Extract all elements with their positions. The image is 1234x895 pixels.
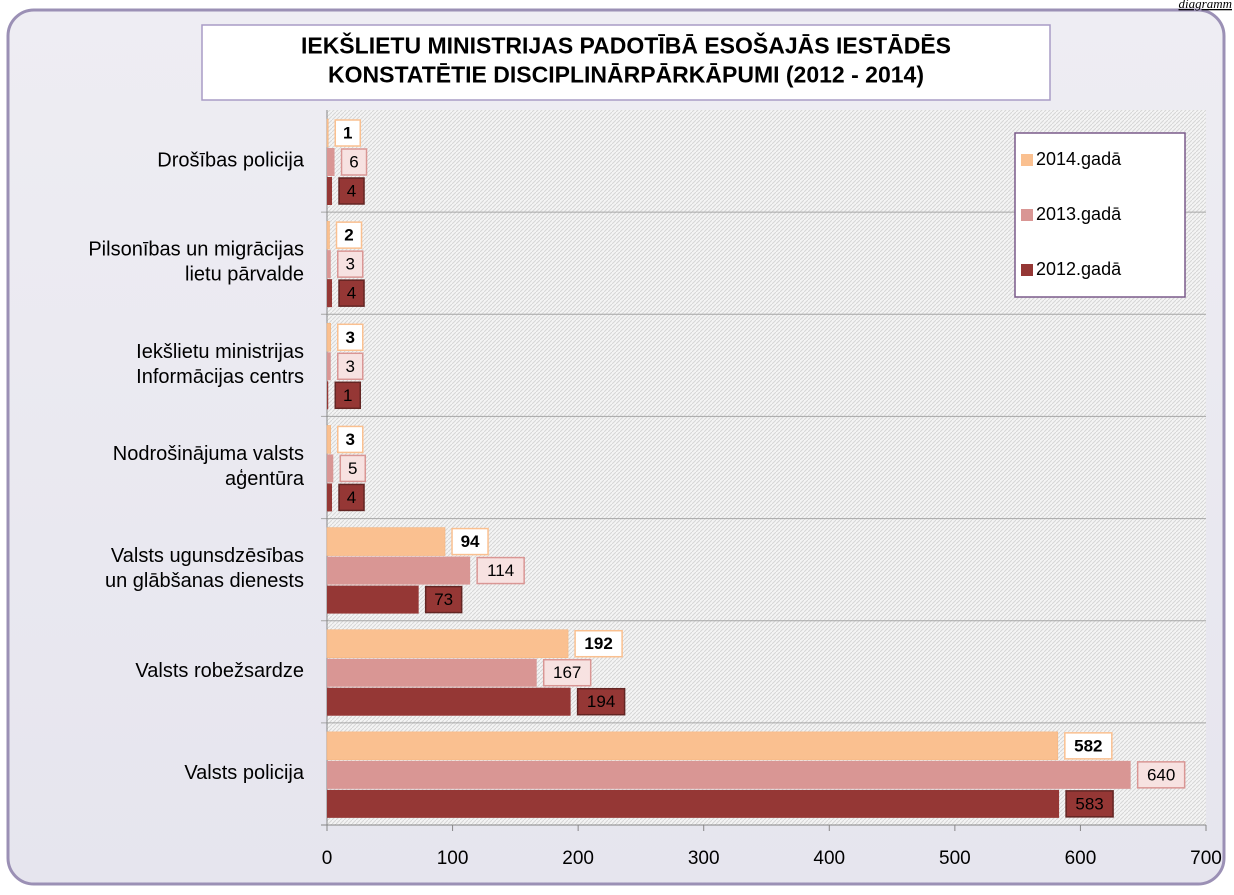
- data-label: 583: [1075, 794, 1103, 813]
- data-label-box: [340, 148, 368, 176]
- data-label-box: [338, 177, 365, 205]
- x-tick-label: 300: [688, 848, 720, 869]
- y-tick-label: Valsts ugunsdzēsības un glābšanas dienest…: [105, 545, 304, 592]
- bar: [326, 118, 329, 148]
- data-label-box: [424, 585, 463, 614]
- data-label: 640: [1147, 765, 1175, 784]
- legend-label: 2012.gadā: [1036, 259, 1122, 279]
- bar: [326, 527, 446, 556]
- bar: [327, 658, 537, 687]
- bar: [327, 687, 571, 716]
- data-label: 114: [487, 561, 514, 580]
- data-label-box: [339, 454, 367, 483]
- bar: [327, 789, 1060, 818]
- data-label-box: [338, 483, 365, 512]
- data-label: 4: [347, 488, 356, 507]
- data-label: 4: [347, 181, 356, 200]
- data-label-box: [451, 527, 489, 556]
- bar: [327, 483, 333, 512]
- y-tick-label: Pilsonības un migrācijas lietu pārvalde: [88, 239, 304, 286]
- bar: [327, 585, 419, 614]
- data-label: 73: [434, 590, 453, 609]
- data-label: 94: [461, 532, 480, 551]
- x-tick-label: 500: [939, 848, 971, 869]
- data-label-box: [337, 352, 364, 381]
- data-label: 194: [587, 692, 615, 711]
- data-label: 4: [347, 284, 356, 303]
- y-tick-label: Nodrošinājuma valsts aģentūra: [113, 443, 305, 490]
- data-label: 5: [348, 459, 357, 478]
- data-label-box: [476, 556, 525, 585]
- x-tick-label: 0: [322, 848, 333, 869]
- legend-label: 2013.gadā: [1036, 204, 1122, 224]
- chart-title: IEKŠLIETU MINISTRIJAS PADOTĪBĀ ESOŠAJĀS …: [301, 32, 951, 88]
- y-tick-label: Valsts policija: [184, 762, 305, 784]
- bar: [327, 250, 331, 279]
- y-tick-label: Iekšlietu ministrijas Informācijas centrs: [136, 341, 304, 388]
- legend-swatch: [1021, 154, 1033, 166]
- bar: [327, 352, 331, 381]
- bar: [327, 279, 333, 308]
- data-label-box: [1064, 732, 1113, 760]
- data-label: 6: [349, 152, 358, 171]
- data-label: 3: [346, 255, 355, 274]
- data-label-box: [1136, 761, 1186, 789]
- data-label: 2: [344, 226, 353, 245]
- x-tick-label: 100: [437, 848, 469, 869]
- data-label-box: [337, 250, 364, 278]
- legend-swatch: [1021, 209, 1033, 221]
- caption: diagramm: [1179, 0, 1232, 11]
- data-label-box: [334, 381, 362, 410]
- bar: [326, 220, 330, 250]
- x-tick-label: 700: [1190, 848, 1222, 869]
- data-label-box: [337, 425, 364, 454]
- data-label-box: [542, 658, 592, 687]
- data-label: 1: [343, 123, 352, 142]
- bar: [326, 323, 332, 352]
- y-tick-label: Valsts robežsardze: [135, 660, 304, 682]
- data-label: 1: [343, 386, 352, 405]
- y-tick-label: Drošības policija: [157, 149, 305, 171]
- legend-swatch: [1021, 264, 1033, 276]
- data-label-box: [1065, 790, 1114, 818]
- bar: [327, 760, 1131, 789]
- x-tick-label: 600: [1065, 848, 1097, 869]
- data-label-box: [574, 629, 623, 658]
- legend-label: 2014.gadā: [1036, 149, 1122, 169]
- bar: [326, 629, 569, 658]
- bar: [327, 148, 335, 176]
- legend-box: [1014, 132, 1186, 298]
- bar: [327, 381, 329, 410]
- bar: [326, 425, 332, 454]
- x-tick-label: 200: [562, 848, 594, 869]
- x-tick-label: 400: [813, 848, 845, 869]
- data-label: 192: [584, 634, 612, 653]
- data-label: 3: [346, 430, 355, 449]
- data-label-box: [337, 323, 364, 352]
- data-label: 167: [553, 663, 581, 682]
- data-label: 3: [346, 357, 355, 376]
- title-box: [201, 24, 1051, 101]
- data-label: 582: [1074, 736, 1102, 755]
- data-label-box: [338, 279, 365, 307]
- data-label-box: [576, 687, 626, 716]
- bar: [326, 731, 1059, 761]
- data-label-box: [334, 119, 362, 147]
- bar: [327, 177, 333, 205]
- bar: [327, 454, 334, 483]
- data-label: 3: [346, 328, 355, 347]
- bar: [327, 556, 471, 585]
- data-label-box: [335, 221, 363, 249]
